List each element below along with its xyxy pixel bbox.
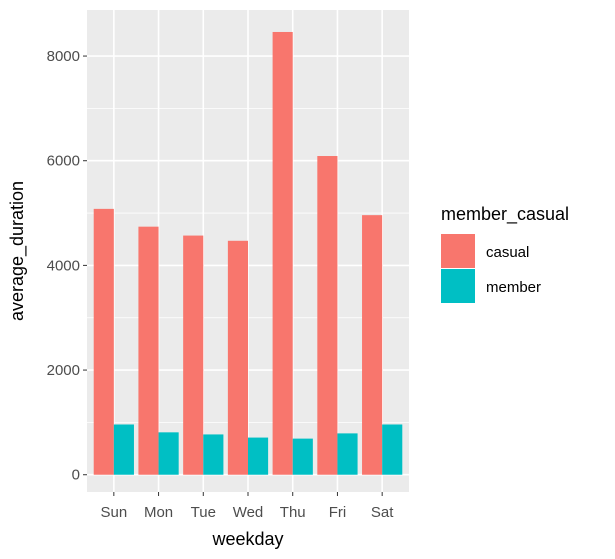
- x-tick-label: Sun: [100, 504, 127, 521]
- y-axis-title: average_duration: [7, 181, 28, 321]
- bar-member-fri: [337, 433, 358, 475]
- y-axis: 0 2000 4000 6000 8000: [47, 48, 87, 484]
- bar-casual-fri: [317, 156, 338, 475]
- legend: member_casual casual member: [441, 204, 569, 303]
- x-axis: Sun Mon Tue Wed Thu Fri Sat: [100, 492, 394, 521]
- bar-casual-mon: [138, 226, 159, 475]
- x-tick-label: Fri: [329, 504, 347, 521]
- bar-casual-tue: [183, 235, 204, 475]
- bar-casual-thu: [272, 31, 293, 475]
- y-tick-label: 8000: [47, 48, 80, 65]
- bar-casual-wed: [227, 240, 248, 475]
- x-tick-label: Thu: [280, 504, 306, 521]
- legend-key-member: [441, 269, 475, 303]
- bar-member-wed: [248, 437, 269, 475]
- x-tick-label: Tue: [191, 504, 216, 521]
- x-tick-label: Sat: [371, 504, 394, 521]
- bar-member-sun: [113, 424, 134, 475]
- legend-label-member: member: [486, 279, 541, 296]
- bar-member-sat: [382, 424, 403, 475]
- y-tick-label: 4000: [47, 257, 80, 274]
- bar-member-tue: [203, 434, 224, 475]
- y-tick-label: 2000: [47, 362, 80, 379]
- x-tick-label: Mon: [144, 504, 173, 521]
- y-tick-label: 0: [72, 467, 80, 484]
- y-tick-label: 6000: [47, 153, 80, 170]
- legend-title: member_casual: [441, 204, 569, 225]
- bar-member-thu: [292, 438, 313, 475]
- legend-label-casual: casual: [486, 244, 529, 261]
- bars: [93, 31, 403, 475]
- legend-key-casual: [441, 234, 475, 268]
- x-tick-label: Wed: [233, 504, 264, 521]
- bar-casual-sun: [93, 208, 114, 475]
- x-axis-title: weekday: [211, 529, 283, 549]
- bar-member-mon: [158, 432, 179, 475]
- bar-casual-sat: [362, 215, 383, 475]
